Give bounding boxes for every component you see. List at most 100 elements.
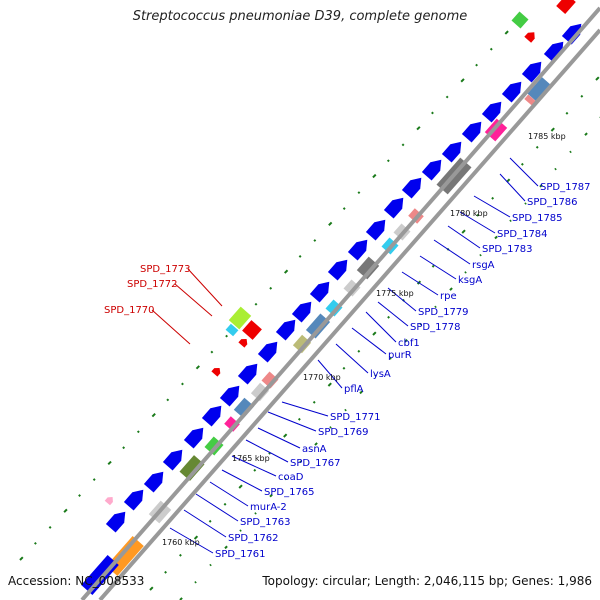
kbp-label: 1785 kbp (528, 132, 566, 141)
tick-mark (210, 350, 214, 354)
tick-mark (445, 95, 449, 99)
tick-mark (550, 127, 555, 132)
gene-arrow (521, 61, 542, 83)
accession-label: Accession: NC_008533 (8, 574, 145, 588)
leader-line (209, 481, 249, 507)
tick-mark (269, 286, 273, 290)
tick-mark (374, 374, 377, 377)
leader-line (187, 268, 223, 307)
gene-arrow (543, 41, 564, 63)
gene-label: SPD_1785 (512, 213, 563, 224)
gene-arrow (383, 197, 404, 219)
tick-mark (164, 570, 167, 574)
tick-mark (419, 322, 422, 326)
leader-line (351, 327, 387, 355)
tick-mark (254, 302, 258, 306)
tick-mark (298, 255, 302, 258)
tick-mark (489, 47, 493, 51)
tick-mark (238, 484, 243, 489)
tick-mark (225, 334, 228, 338)
tick-mark (357, 191, 361, 195)
gene-feature (224, 416, 240, 432)
tick-mark (479, 253, 482, 257)
gene-arrow (291, 301, 312, 323)
leader-line (447, 225, 481, 249)
gene-arrow (401, 177, 422, 199)
gene-label: murA-2 (250, 502, 287, 513)
gene-label: SPD_1763 (240, 517, 291, 528)
gene-feature (81, 555, 119, 595)
tick-mark (166, 398, 170, 402)
leader-line (221, 469, 263, 492)
gene-label: rsgA (472, 260, 495, 271)
gene-arrow (143, 471, 164, 493)
tick-mark (342, 207, 346, 211)
tick-mark (595, 76, 600, 81)
tick-mark (181, 382, 184, 386)
tick-mark (327, 382, 332, 387)
tick-mark (434, 305, 437, 309)
leader-line (257, 427, 301, 449)
gene-feature (556, 0, 576, 14)
gene-arrow (365, 219, 386, 241)
gene-arrow (524, 32, 535, 43)
leader-line (183, 509, 227, 538)
gene-label: SPD_1787 (540, 182, 591, 193)
leader-line (151, 309, 191, 345)
tick-mark (33, 541, 37, 545)
tick-mark (584, 132, 588, 136)
tick-mark (404, 338, 408, 343)
gene-label: SPD_1772 (127, 279, 178, 290)
gene-feature (225, 323, 239, 337)
tick-mark (314, 442, 318, 446)
gene-feature (228, 306, 252, 330)
gene-label: SPD_1779 (418, 307, 469, 318)
genome-summary: Topology: circular; Length: 2,046,115 bp… (262, 574, 592, 588)
map-title: Streptococcus pneumoniae D39, complete g… (132, 9, 468, 24)
gene-label: SPD_1762 (228, 533, 279, 544)
gene-arrow (105, 511, 126, 533)
tick-mark (416, 126, 421, 131)
tick-mark (460, 78, 465, 83)
gene-label: SPD_1761 (215, 549, 266, 560)
kbp-label: 1770 kbp (303, 373, 341, 382)
tick-mark (19, 556, 24, 561)
tick-mark (223, 502, 227, 506)
gene-arrow (421, 159, 442, 181)
tick-mark (209, 563, 212, 567)
tick-mark (580, 94, 584, 98)
gene-arrow (257, 341, 278, 363)
tick-mark (122, 446, 126, 450)
tick-mark (344, 408, 347, 412)
tick-marks (19, 15, 600, 600)
tick-mark (151, 413, 156, 418)
tick-mark (195, 365, 200, 370)
leader-line (377, 301, 409, 327)
tick-mark (224, 545, 228, 550)
tick-mark (48, 526, 52, 529)
kbp-label: 1780 kbp (450, 209, 488, 218)
gene-arrow (275, 319, 296, 341)
tick-mark (92, 478, 96, 482)
gene-arrow (347, 239, 368, 261)
leader-line (419, 255, 457, 280)
gene-label: SPD_1778 (410, 322, 461, 333)
leader-line (387, 287, 417, 312)
tick-mark (78, 494, 81, 497)
tick-mark (136, 430, 140, 434)
tick-mark (283, 269, 289, 274)
leader-line (169, 527, 214, 554)
tick-mark (476, 213, 480, 217)
gene-label: SPD_1767 (290, 458, 341, 469)
tick-mark (193, 535, 199, 540)
gene-label: lysA (370, 369, 391, 380)
backbone-strand (80, 6, 600, 600)
tick-mark (328, 221, 333, 226)
tick-mark (461, 229, 466, 234)
gene-feature (242, 320, 262, 340)
tick-mark (194, 581, 197, 584)
kbp-label: 1760 kbp (162, 538, 200, 547)
leader-line (459, 211, 496, 234)
tick-mark (524, 202, 527, 205)
leader-line (267, 411, 317, 432)
